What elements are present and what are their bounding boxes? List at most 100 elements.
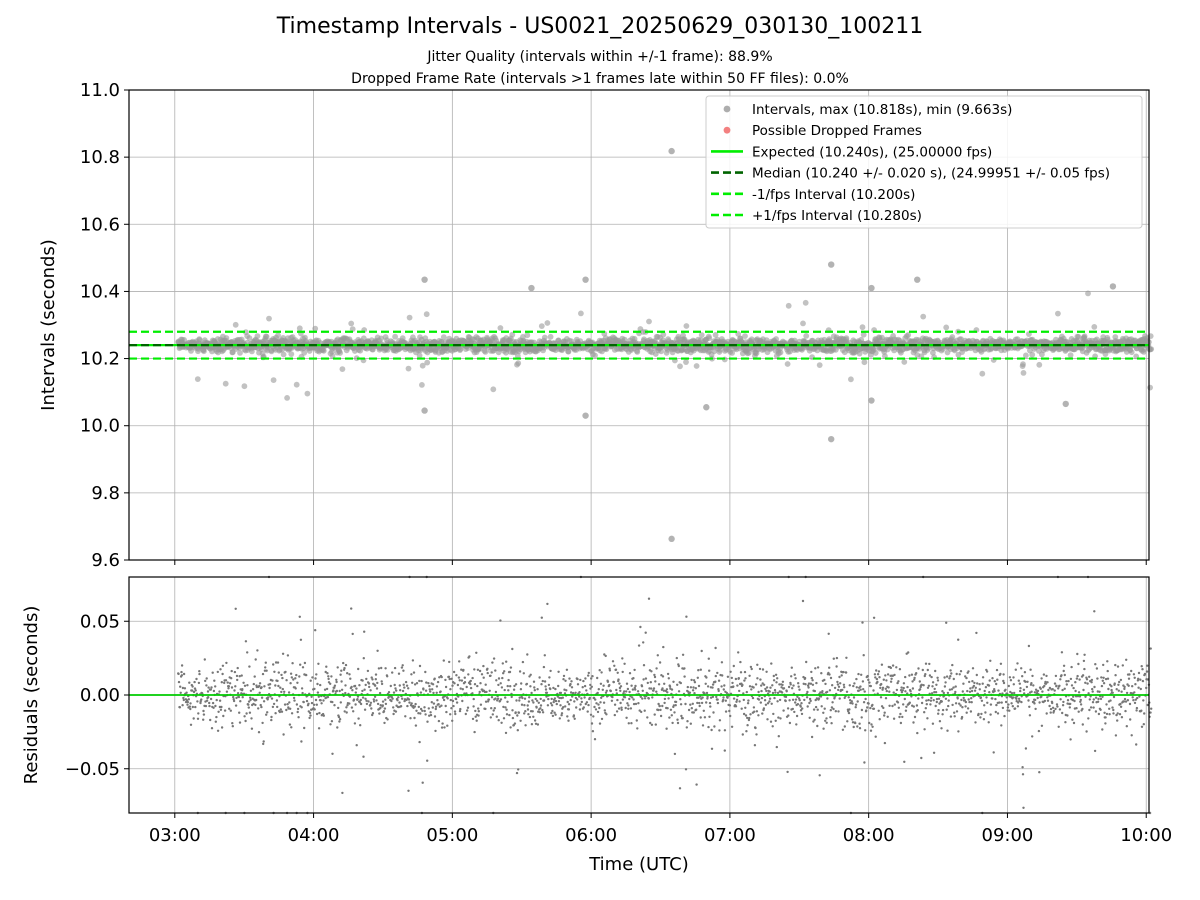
residual-point xyxy=(1082,688,1085,692)
residual-point xyxy=(1027,699,1030,702)
residual-point xyxy=(501,676,504,680)
residual-point xyxy=(555,702,558,706)
residual-point xyxy=(811,683,815,686)
residual-point xyxy=(1054,707,1057,711)
residual-point xyxy=(394,687,397,690)
residual-point xyxy=(917,697,920,700)
residual-point xyxy=(824,682,827,686)
residual-point xyxy=(889,666,893,670)
residual-point xyxy=(658,661,662,664)
residual-point xyxy=(888,704,891,707)
residual-point xyxy=(1058,684,1061,687)
residual-point xyxy=(317,662,320,665)
residual-point xyxy=(202,718,205,721)
residual-point xyxy=(918,680,921,683)
residual-point xyxy=(924,662,928,665)
interval-point xyxy=(848,376,854,383)
residual-point xyxy=(673,711,676,714)
residual-point xyxy=(177,672,180,676)
residual-point xyxy=(1130,734,1133,737)
residual-point xyxy=(444,685,448,689)
residual-point xyxy=(549,687,552,691)
residual-point xyxy=(332,689,335,692)
interval-point xyxy=(538,323,545,329)
intervals-y-tick-label: 10.0 xyxy=(80,416,120,437)
residual-point xyxy=(969,687,972,690)
residual-point xyxy=(861,621,864,624)
residual-point xyxy=(518,670,522,673)
interval-point xyxy=(405,365,412,372)
residual-point xyxy=(965,676,968,680)
residual-point xyxy=(255,698,258,702)
residual-point xyxy=(405,684,409,687)
interval-point xyxy=(541,334,548,341)
interval-point xyxy=(509,331,516,338)
residual-point xyxy=(352,710,355,713)
interval-point xyxy=(280,351,287,358)
residual-point xyxy=(230,686,234,689)
residual-point xyxy=(549,669,552,673)
residual-point xyxy=(386,718,389,721)
residual-point xyxy=(326,672,329,675)
residual-point xyxy=(988,691,991,694)
interval-point xyxy=(943,324,950,331)
residual-point xyxy=(813,718,816,721)
residual-point xyxy=(271,679,274,682)
residual-point xyxy=(310,701,314,705)
residual-point xyxy=(374,684,377,687)
residual-point xyxy=(659,708,662,712)
residual-point xyxy=(1063,687,1066,690)
residual-point xyxy=(810,676,813,680)
residual-point xyxy=(1143,712,1146,715)
residual-point xyxy=(196,700,199,703)
residual-point xyxy=(889,680,893,683)
residual-point xyxy=(749,713,752,716)
residual-point xyxy=(568,677,571,680)
residual-point xyxy=(764,703,768,706)
residual-point xyxy=(621,698,625,701)
residual-point xyxy=(526,704,529,707)
residual-point xyxy=(492,709,495,712)
residual-point xyxy=(705,676,708,679)
residual-point xyxy=(761,668,765,671)
residual-point xyxy=(771,725,774,728)
residual-point xyxy=(647,697,650,700)
residual-point xyxy=(1096,677,1099,680)
residual-point xyxy=(913,676,916,680)
residual-point xyxy=(413,705,416,708)
residual-point xyxy=(490,707,493,710)
residual-point xyxy=(923,728,926,731)
residual-point xyxy=(856,700,859,703)
residual-point xyxy=(666,707,669,710)
residual-point xyxy=(382,710,386,713)
residual-point xyxy=(978,683,981,686)
residual-point xyxy=(578,691,581,694)
residual-point xyxy=(220,726,224,729)
residual-point xyxy=(896,701,900,704)
residual-point xyxy=(621,657,624,660)
legend-entry-label: Expected (10.240s), (25.00000 fps) xyxy=(752,144,992,160)
residual-point xyxy=(614,668,618,671)
interval-point xyxy=(729,350,735,356)
residual-point xyxy=(580,697,583,700)
residual-point xyxy=(1091,690,1094,693)
residual-point xyxy=(666,672,670,676)
residual-point xyxy=(1139,687,1143,691)
residual-point xyxy=(1011,696,1015,699)
residual-point xyxy=(661,675,665,678)
residual-point xyxy=(651,696,654,699)
residual-point xyxy=(359,724,362,727)
residual-point xyxy=(1062,700,1065,704)
residual-point xyxy=(231,722,234,725)
residual-point xyxy=(907,651,910,654)
residual-point xyxy=(653,673,656,677)
intervals-y-axis-label: Intervals (seconds) xyxy=(38,239,59,411)
residual-point xyxy=(486,671,489,675)
residual-point xyxy=(995,682,998,686)
residual-point xyxy=(1027,644,1031,648)
residual-point xyxy=(479,703,483,706)
residual-point xyxy=(837,685,841,688)
residual-point xyxy=(621,670,624,674)
residual-point xyxy=(773,696,776,700)
residual-point xyxy=(924,707,927,710)
